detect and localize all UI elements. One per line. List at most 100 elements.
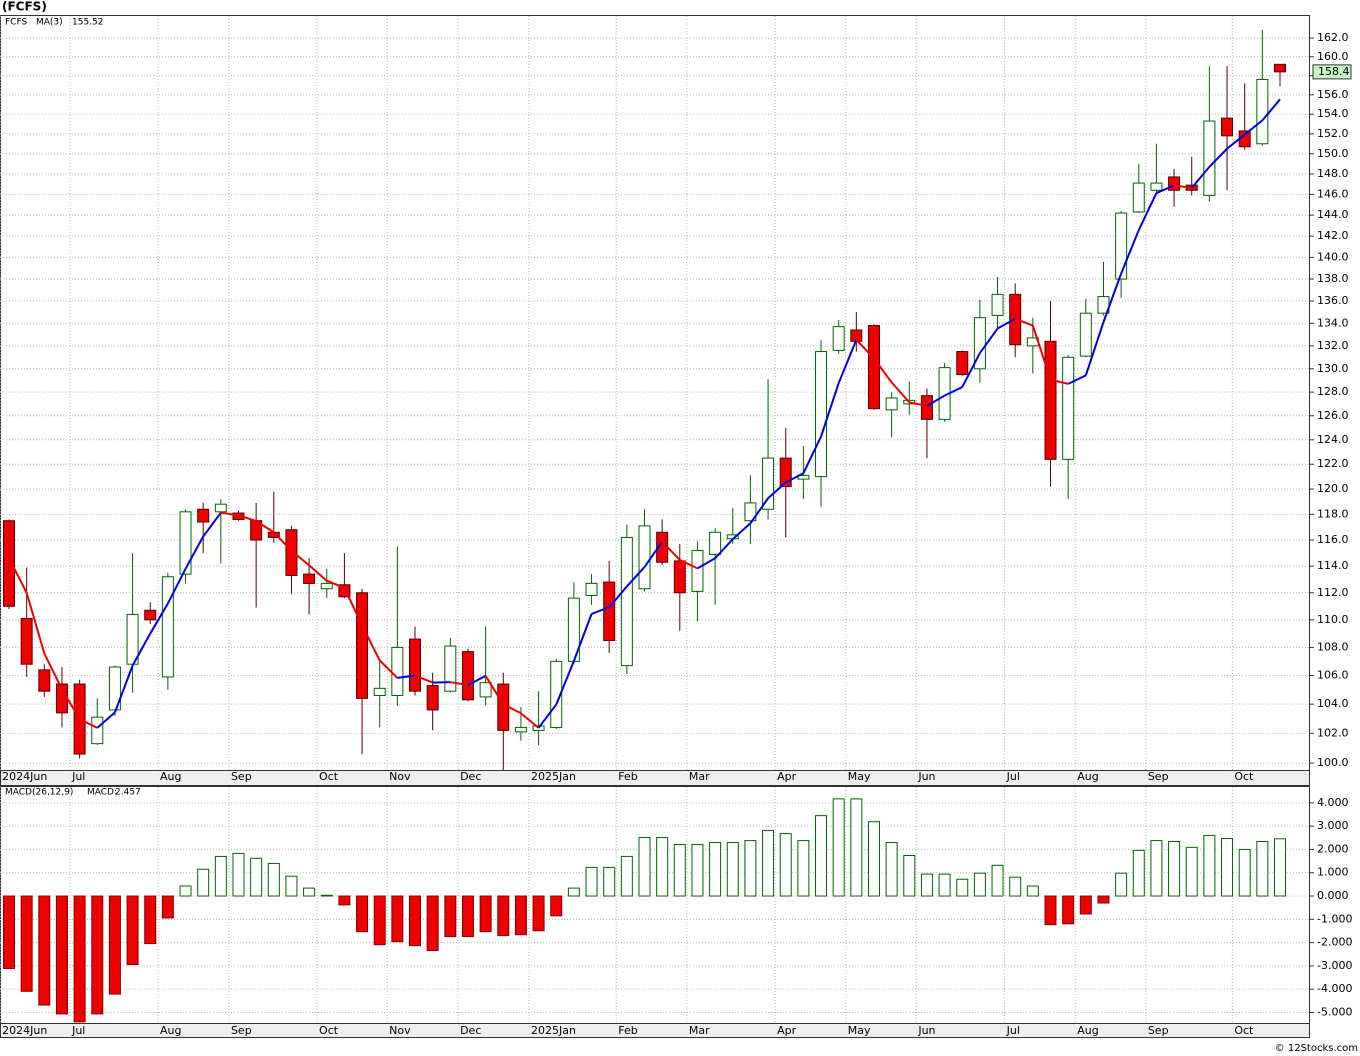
macd-bar [444,895,457,938]
ma-line-segment [1050,378,1069,385]
y-tick-label: 140.0 [1317,250,1349,263]
macd-bar [197,868,210,897]
macd-bar [1221,837,1234,897]
candle-body [850,329,863,342]
ma-line-segment [1102,273,1123,323]
candle-body [691,549,704,592]
candle-body [373,687,386,696]
ma-line-segment [679,559,698,570]
y-tick-label: -3.000 [1317,959,1352,972]
candle-body [20,617,33,665]
ma-line-segment [1014,317,1034,327]
ma-line-segment [873,357,893,383]
macd-bar [691,844,704,897]
macd-bar [1238,848,1251,897]
x-tick-label: Nov [389,1024,411,1037]
x-tick-label: Jun [917,770,935,783]
macd-bar [479,895,492,933]
ma-line-segment [608,585,628,608]
macd-legend-value: 2.457 [115,788,141,798]
macd-bar [409,895,422,947]
candle-body [673,560,686,594]
x-tick-label: Jul [1006,1024,1020,1037]
x-tick-label: 2025Jan [531,770,576,783]
y-tick-label: -2.000 [1317,936,1352,949]
y-tick-label: 146.0 [1317,187,1349,200]
ma-line-segment [997,317,1016,330]
macd-bar [391,895,404,943]
ma-line-segment [944,386,963,397]
macd-bar [938,873,951,897]
candle-body [144,609,157,621]
legend-symbol: FCFS [5,18,27,28]
legend-ma-value: 155.52 [72,18,104,28]
x-tick-label: Sep [231,1024,252,1037]
ma-line-segment [1067,374,1087,385]
macd-bar [1097,895,1110,904]
macd-bar [267,862,280,897]
macd-bar [673,844,686,897]
macd-bar [108,895,121,995]
macd-bar [1256,841,1269,897]
macd-bar [762,830,775,897]
macd-bar [1168,841,1181,897]
candle-body [409,638,422,692]
macd-bar [850,798,863,897]
macd-bar [320,894,333,897]
macd-bar [38,895,51,1006]
candle-body [885,397,898,411]
x-tick-label: Jul [71,770,85,783]
ma-line-segment [361,624,381,661]
y-tick-label: 114.0 [1317,559,1349,572]
candle-body [973,317,986,370]
candle-body [338,584,351,598]
candle-body [303,573,316,584]
ma-line-segment [343,587,363,626]
candle-body [426,684,439,711]
ma-line-segment [1031,325,1052,380]
candle-body [479,682,492,698]
ma-line-segment [96,711,116,729]
x-tick-label: Aug [160,770,181,783]
y-tick-label: 144.0 [1317,208,1349,221]
macd-bar [709,841,722,897]
macd-bar [920,873,933,897]
macd-bar [1079,895,1092,915]
macd-bar [214,855,227,897]
macd-bar [567,887,580,897]
candle-body [444,645,457,692]
macd-bar [91,895,104,1015]
candle-body [709,531,722,555]
ma-line-segment [1120,229,1140,274]
ma-line-segment [643,541,663,568]
x-tick-label: May [848,770,871,783]
macd-bar [1132,849,1145,897]
macd-bar [426,895,439,952]
y-tick-label: 162.0 [1317,31,1349,44]
macd-bar [373,895,386,946]
candle-body [1168,176,1181,191]
macd-bar [1062,895,1075,925]
macd-bar [285,875,298,897]
y-tick-label: 106.0 [1317,669,1349,682]
date-band [0,1023,1310,1038]
candle-body [815,351,828,478]
macd-bar [514,895,527,936]
candle-body [1221,117,1234,137]
x-tick-label: Nov [389,770,411,783]
y-tick-label: 116.0 [1317,533,1349,546]
macd-bar [550,895,563,917]
candle-body [1062,356,1075,460]
x-tick-label: Oct [1234,1024,1254,1037]
macd-bar [585,866,598,897]
macd-bar [603,866,616,897]
candle-body [197,508,210,523]
macd-bar [956,878,969,897]
y-tick-label: 122.0 [1317,457,1349,470]
ma-line-segment [379,659,399,679]
macd-bar [1203,834,1216,897]
y-tick-label: 112.0 [1317,586,1349,599]
y-tick-label: 3.000 [1317,819,1349,832]
macd-bar [356,895,369,933]
ma-line-segment [767,481,787,500]
